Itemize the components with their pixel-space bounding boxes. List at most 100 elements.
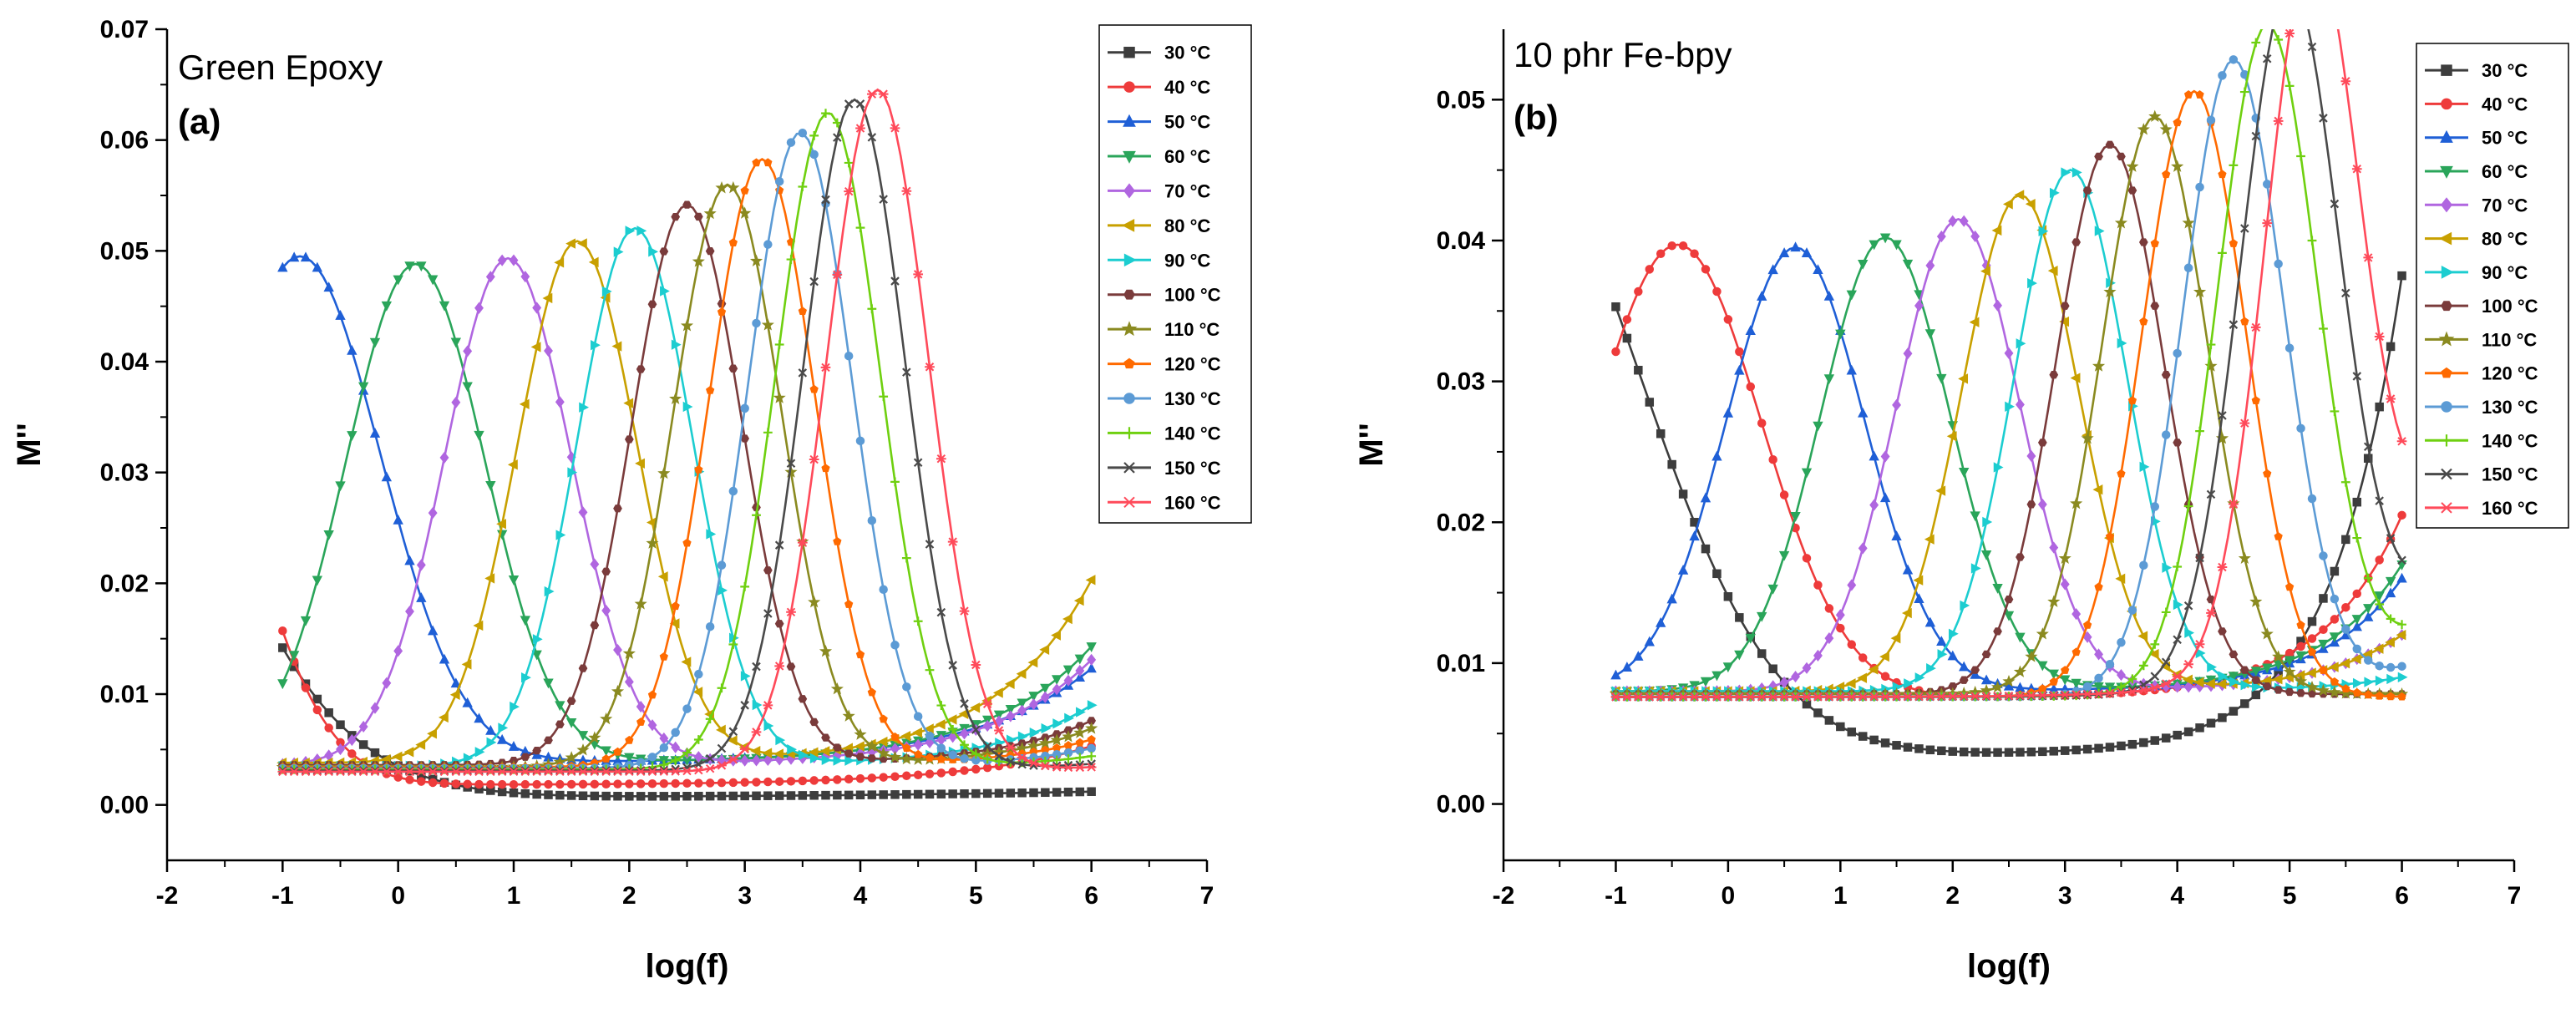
series-point bbox=[786, 777, 796, 786]
series-point bbox=[2161, 657, 2171, 667]
series-point bbox=[1745, 325, 1756, 335]
legend-label: 80 °C bbox=[1164, 215, 1210, 236]
series-point bbox=[1052, 683, 1062, 696]
series-point bbox=[1935, 485, 1946, 496]
series-point bbox=[611, 341, 622, 352]
series-point bbox=[740, 778, 749, 787]
series-point bbox=[740, 671, 751, 682]
series-point bbox=[925, 736, 935, 748]
series-point bbox=[381, 471, 393, 482]
series-point bbox=[1005, 743, 1016, 752]
series-point bbox=[694, 791, 703, 801]
legend-entry: 30 °C bbox=[1108, 43, 1210, 63]
series-point bbox=[2297, 0, 2305, 4]
series-line bbox=[281, 262, 1093, 762]
series-point bbox=[1087, 717, 1097, 725]
series-point bbox=[2386, 394, 2396, 403]
series-point bbox=[2341, 625, 2350, 634]
series-point bbox=[1858, 259, 1869, 270]
series-point bbox=[2363, 604, 2374, 614]
series-point bbox=[2262, 53, 2272, 63]
series-point bbox=[2284, 687, 2295, 697]
series-point bbox=[1913, 575, 1924, 586]
series-point bbox=[659, 732, 669, 745]
series-point bbox=[1982, 516, 1993, 528]
series-point bbox=[369, 337, 381, 348]
series-point bbox=[740, 434, 750, 443]
series-point bbox=[636, 700, 646, 713]
series-point bbox=[982, 742, 992, 751]
series-point bbox=[601, 567, 611, 575]
series-point bbox=[1981, 650, 1991, 659]
series-point bbox=[589, 767, 600, 777]
series-point bbox=[1701, 265, 1711, 274]
series-point bbox=[2127, 396, 2137, 404]
series-point bbox=[2341, 535, 2350, 545]
series-point bbox=[946, 714, 957, 725]
series-point bbox=[1925, 692, 1935, 702]
series-point bbox=[300, 251, 312, 262]
series-point bbox=[2341, 288, 2350, 298]
legend-label: 130 °C bbox=[2482, 397, 2538, 418]
series-point bbox=[1959, 215, 1969, 227]
series-point bbox=[1667, 241, 1676, 251]
series-point bbox=[2274, 259, 2283, 269]
series-point bbox=[449, 689, 460, 700]
series-point bbox=[1677, 564, 1689, 575]
series-point bbox=[2386, 614, 2396, 624]
series-point bbox=[947, 537, 958, 546]
series-point bbox=[2339, 687, 2352, 699]
series-point bbox=[2307, 616, 2317, 626]
series-point bbox=[416, 767, 427, 777]
series-point bbox=[913, 270, 924, 279]
series-point bbox=[705, 621, 715, 631]
series-point bbox=[2319, 625, 2328, 635]
series-point bbox=[786, 138, 796, 147]
series-point bbox=[2207, 662, 2218, 672]
series-point bbox=[2284, 648, 2295, 658]
series-point bbox=[948, 750, 957, 760]
series-point bbox=[925, 753, 935, 762]
series-point bbox=[347, 749, 357, 758]
series-point bbox=[2061, 167, 2071, 178]
plot-area bbox=[276, 88, 1098, 801]
series-point bbox=[2016, 553, 2025, 561]
series-point bbox=[2396, 437, 2407, 446]
series-point bbox=[600, 712, 613, 725]
legend: 30 °C 40 °C 50 °C 60 °C 70 °C 80 °C 90 °C 100 °… bbox=[1098, 24, 1252, 524]
series-point bbox=[531, 650, 542, 661]
series-point bbox=[855, 436, 865, 446]
series-point bbox=[578, 779, 588, 789]
series-point bbox=[798, 368, 808, 378]
series-point bbox=[624, 435, 634, 444]
series-point bbox=[2305, 667, 2316, 678]
series-point bbox=[1017, 788, 1027, 798]
series-point bbox=[1633, 651, 1644, 661]
series-point bbox=[2239, 418, 2250, 428]
series-point bbox=[761, 318, 774, 331]
series-point bbox=[2127, 739, 2137, 749]
legend-label: 90 °C bbox=[1164, 250, 1210, 271]
series-point bbox=[2071, 690, 2082, 699]
series-point bbox=[2150, 672, 2160, 681]
series-point bbox=[2251, 131, 2261, 141]
series-point bbox=[2071, 608, 2082, 621]
series-point bbox=[913, 712, 923, 721]
series-point bbox=[1029, 698, 1038, 711]
series-point bbox=[1936, 636, 1947, 646]
series-point bbox=[2094, 743, 2103, 753]
series-point bbox=[2239, 666, 2249, 674]
y-tick-label: 0.03 bbox=[1437, 368, 1485, 396]
series-point bbox=[705, 246, 715, 256]
y-tick-label: 0.00 bbox=[100, 792, 149, 819]
series-point bbox=[798, 129, 808, 138]
series-point bbox=[463, 779, 472, 789]
series-point bbox=[576, 238, 587, 249]
series-point bbox=[936, 743, 946, 753]
series-point bbox=[773, 748, 783, 759]
series-point bbox=[555, 396, 565, 408]
series-point bbox=[1992, 692, 2003, 701]
series-point bbox=[658, 767, 669, 776]
series-point bbox=[948, 731, 958, 743]
series-point bbox=[393, 767, 403, 777]
